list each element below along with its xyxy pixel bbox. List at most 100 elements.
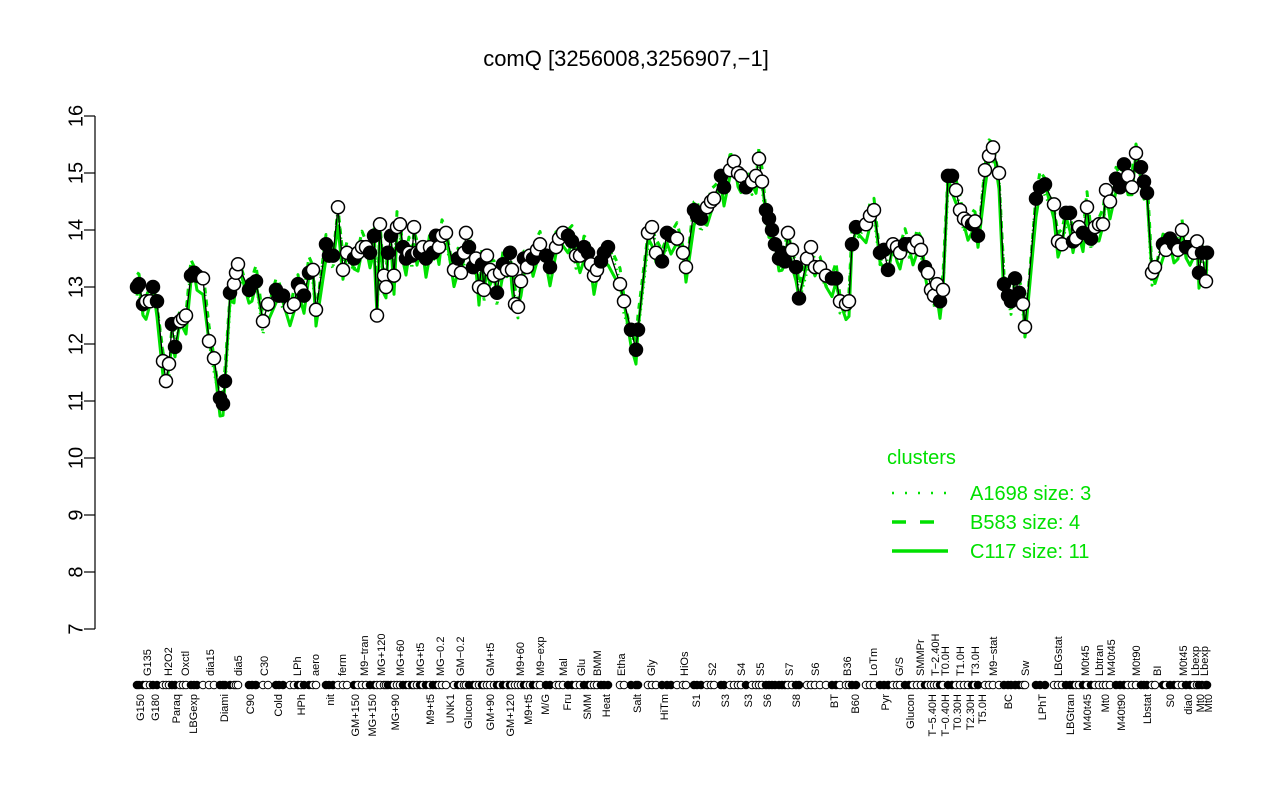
x-category-label: GM+120 bbox=[505, 694, 517, 737]
data-point bbox=[1007, 271, 1023, 286]
x-category-label: T2.30H bbox=[965, 694, 977, 730]
x-category-label: B60 bbox=[850, 694, 862, 714]
x-category-label: GM+150 bbox=[350, 694, 362, 737]
data-point bbox=[1147, 259, 1163, 275]
x-category-label: LPhT bbox=[1037, 694, 1049, 721]
strip-marker bbox=[1020, 680, 1030, 690]
data-point bbox=[158, 373, 174, 389]
x-category-label: T−5.40H bbox=[927, 694, 939, 737]
x-category-label: G/S bbox=[894, 657, 906, 676]
data-point bbox=[479, 248, 495, 263]
data-point bbox=[1046, 197, 1062, 212]
x-category-label: LBGtran bbox=[1065, 694, 1077, 735]
data-point bbox=[630, 322, 646, 338]
x-category-label: Heat bbox=[601, 694, 613, 717]
legend-entry-a1698: A1698 size: 3 bbox=[892, 483, 1091, 505]
x-category-label: LPh bbox=[292, 656, 304, 676]
x-category-label: HiOs bbox=[679, 651, 691, 676]
x-category-label: S1 bbox=[691, 694, 703, 707]
data-point bbox=[935, 282, 951, 298]
x-category-label: SMMPr bbox=[915, 639, 927, 676]
x-category-label: T1.0H bbox=[955, 646, 967, 676]
x-category-label: Lbexp bbox=[1199, 646, 1211, 676]
data-point bbox=[366, 228, 382, 243]
x-category-label: dia0 bbox=[1183, 694, 1195, 715]
legend-entry-b583: B583 size: 4 bbox=[892, 512, 1080, 534]
x-category-label: M40t90 bbox=[1116, 694, 1128, 731]
x-category-label: M0t90 bbox=[1131, 645, 1143, 676]
data-point bbox=[362, 245, 378, 261]
x-category-label: BC bbox=[1003, 694, 1015, 709]
data-point bbox=[201, 333, 217, 349]
y-tick-label: 9 bbox=[65, 509, 87, 520]
x-category-label: Oxctl bbox=[180, 651, 192, 676]
x-category-label: S3 bbox=[743, 694, 755, 707]
data-point bbox=[977, 162, 993, 178]
x-category-label: aero bbox=[310, 654, 322, 676]
data-point bbox=[330, 199, 346, 215]
data-point bbox=[195, 271, 211, 286]
x-category-label: M9−tran bbox=[359, 635, 371, 676]
data-point bbox=[1174, 222, 1190, 238]
x-category-label: MG+120 bbox=[376, 634, 388, 677]
data-point bbox=[948, 182, 964, 198]
x-category-label: Mt0 bbox=[1203, 694, 1215, 712]
data-point bbox=[920, 265, 936, 281]
data-point bbox=[215, 396, 231, 412]
x-category-label: Salt bbox=[632, 694, 644, 713]
x-category-label: S4 bbox=[736, 663, 748, 676]
data-point bbox=[502, 245, 518, 261]
x-category-label: Lbexp bbox=[1190, 646, 1202, 676]
strip-marker bbox=[709, 680, 719, 690]
y-tick-label: 13 bbox=[65, 276, 87, 298]
data-point bbox=[1112, 180, 1128, 195]
x-axis-strip: G135 H2O2 Oxctl dia15 dia5 C30 LPh aero ferm M9−t… bbox=[132, 633, 1215, 737]
data-point bbox=[1017, 319, 1033, 335]
data-point bbox=[764, 222, 780, 238]
data-point bbox=[716, 180, 732, 195]
x-category-label: H2O2 bbox=[163, 647, 175, 676]
x-category-label: Gly bbox=[646, 659, 658, 676]
x-category-label: S7 bbox=[784, 663, 796, 676]
data-points bbox=[129, 140, 1215, 412]
data-point bbox=[784, 242, 800, 258]
x-category-label: M9+t5 bbox=[425, 694, 437, 725]
data-point bbox=[616, 294, 632, 309]
y-tick-label: 16 bbox=[65, 105, 87, 127]
x-category-label: ferm bbox=[337, 654, 349, 676]
strip-marker bbox=[342, 680, 352, 690]
data-point bbox=[944, 168, 960, 184]
x-category-label: HiTm bbox=[659, 694, 671, 720]
x-category-label: Pyr bbox=[880, 694, 892, 711]
x-category-label: MG+150 bbox=[367, 694, 379, 737]
x-category-label: C30 bbox=[259, 656, 271, 676]
x-category-label: BMM bbox=[592, 650, 604, 676]
x-category-label: Mal bbox=[558, 658, 570, 676]
x-category-label: M0t45 bbox=[1080, 645, 1092, 676]
data-point bbox=[386, 268, 402, 283]
data-point bbox=[325, 248, 341, 263]
x-category-label: GM+90 bbox=[485, 694, 497, 730]
x-category-label: Sw bbox=[1020, 661, 1032, 676]
strip-marker bbox=[794, 680, 804, 690]
x-category-label: M40t45 bbox=[1106, 639, 1118, 676]
strip-marker bbox=[251, 680, 261, 690]
data-point bbox=[406, 219, 422, 235]
strip-marker bbox=[1040, 680, 1050, 690]
x-category-label: Lbstat bbox=[1142, 694, 1154, 724]
data-point bbox=[669, 231, 685, 246]
data-point bbox=[777, 254, 793, 269]
data-point bbox=[476, 282, 492, 298]
data-point bbox=[1133, 160, 1149, 175]
x-category-label: M/G bbox=[540, 694, 552, 715]
y-tick-label: 7 bbox=[65, 623, 87, 634]
data-point bbox=[1198, 274, 1214, 289]
x-category-label: S5 bbox=[755, 663, 767, 676]
chart-title: comQ [3256008,3256907,−1] bbox=[483, 46, 769, 71]
x-category-label: T0.0H bbox=[940, 646, 952, 676]
x-category-label: GM−0.2 bbox=[455, 637, 467, 676]
data-point bbox=[1062, 205, 1078, 221]
data-point bbox=[1095, 217, 1111, 232]
strip-marker bbox=[263, 680, 273, 690]
x-category-label: MG+90 bbox=[390, 694, 402, 730]
